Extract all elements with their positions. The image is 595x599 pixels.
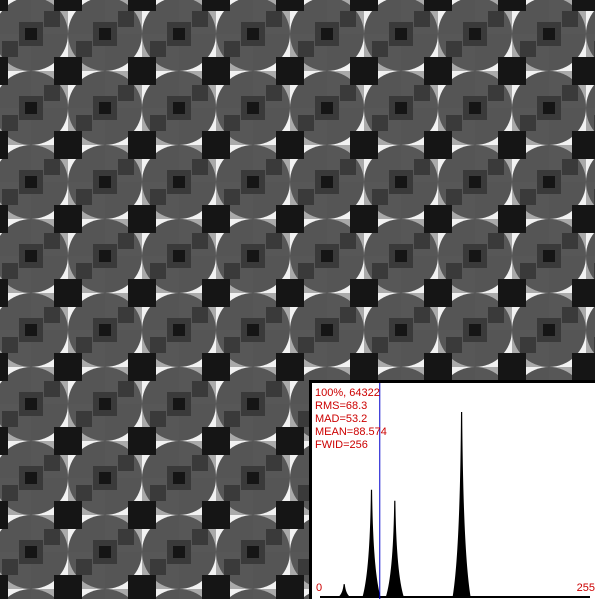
histogram-peak xyxy=(362,489,381,597)
stat-count: 100%, 64322 xyxy=(315,387,380,399)
histogram-bars xyxy=(320,412,590,598)
stat-fwid: FWID=256 xyxy=(315,439,368,451)
histogram-peak xyxy=(385,500,404,597)
stat-mean: MEAN=88.574 xyxy=(315,426,387,438)
stat-mad: MAD=53.2 xyxy=(315,413,368,425)
histogram-peak xyxy=(338,584,351,597)
histogram-panel: 100%, 64322 RMS=68.3 MAD=53.2 MEAN=88.57… xyxy=(309,380,595,599)
axis-min-label: 0 xyxy=(316,582,323,594)
axis-max-label: 255 xyxy=(576,582,595,594)
histogram-peak xyxy=(452,412,471,597)
stat-rms: RMS=68.3 xyxy=(315,400,368,412)
histogram-plot xyxy=(320,383,590,599)
histogram-baseline xyxy=(320,596,590,598)
